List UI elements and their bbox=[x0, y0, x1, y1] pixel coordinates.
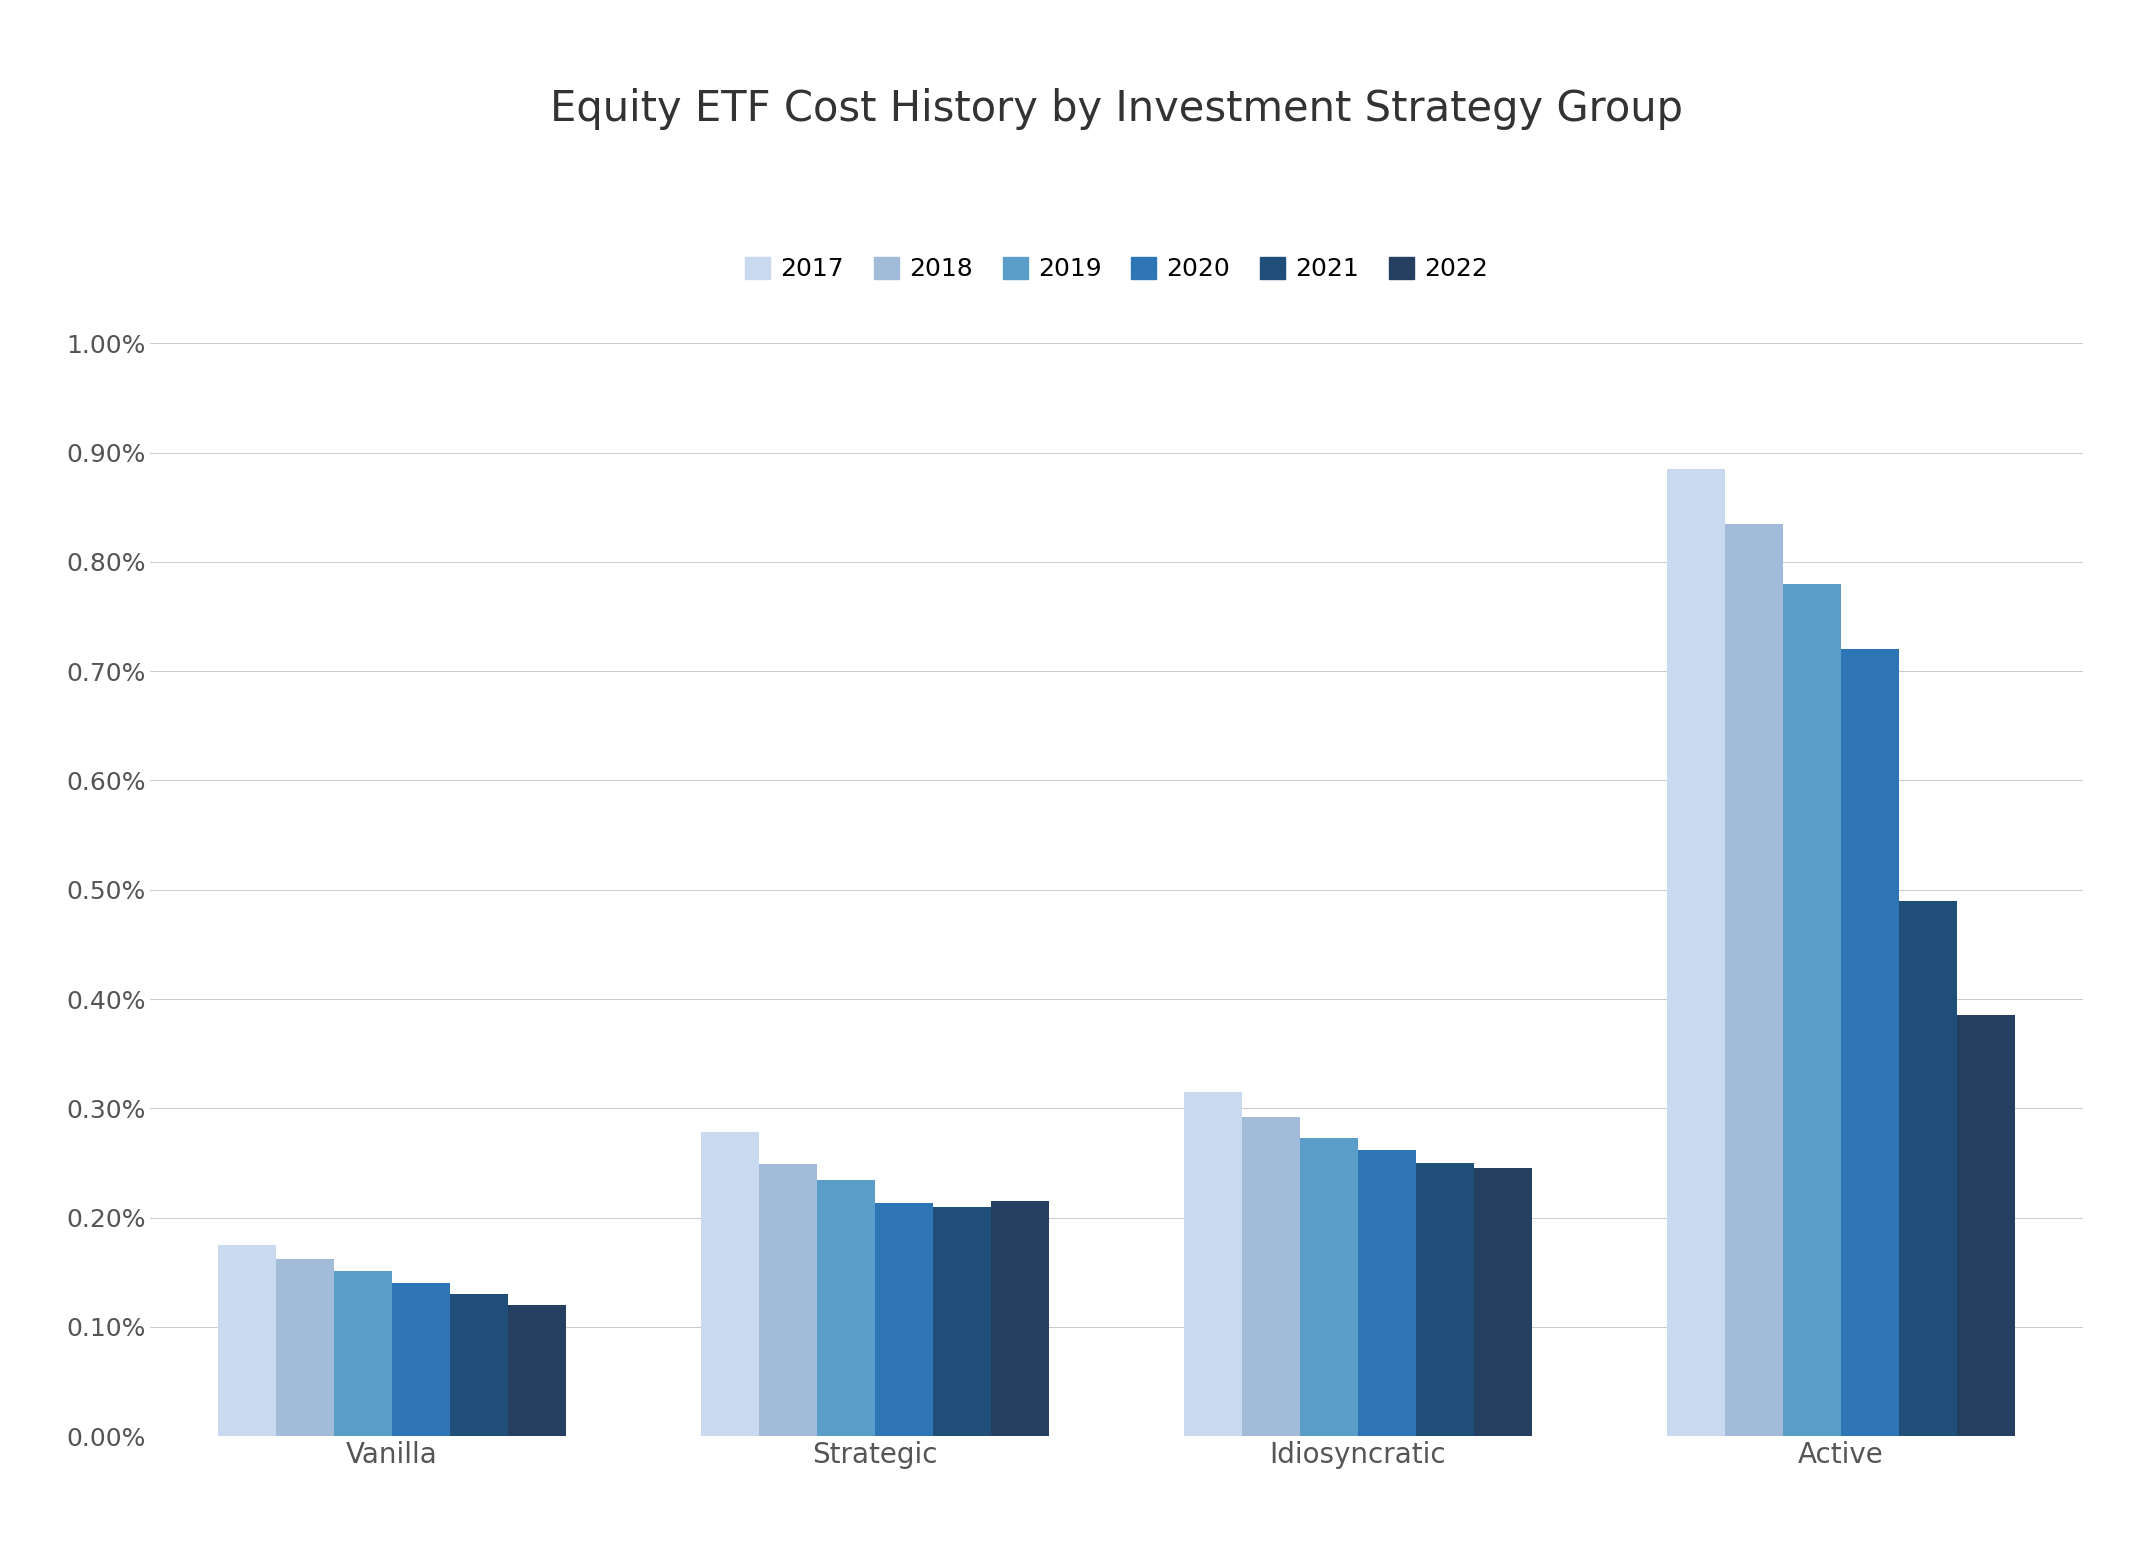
Bar bbox=[335, 1271, 393, 1436]
Bar bbox=[277, 1260, 335, 1436]
Bar bbox=[1359, 1150, 1417, 1436]
Bar bbox=[1185, 1093, 1241, 1436]
Bar bbox=[1241, 1118, 1301, 1436]
Bar bbox=[451, 1294, 509, 1436]
Bar bbox=[700, 1132, 760, 1436]
Bar bbox=[876, 1204, 934, 1436]
Bar bbox=[1958, 1015, 2016, 1436]
Bar bbox=[1417, 1163, 1475, 1436]
Text: Equity ETF Cost History by Investment Strategy Group: Equity ETF Cost History by Investment St… bbox=[550, 89, 1683, 130]
Bar bbox=[760, 1165, 818, 1436]
Bar bbox=[992, 1202, 1050, 1436]
Bar bbox=[1726, 523, 1784, 1436]
Bar bbox=[1301, 1138, 1359, 1436]
Bar bbox=[1900, 901, 1958, 1436]
Bar bbox=[1473, 1168, 1533, 1436]
Bar bbox=[932, 1207, 990, 1436]
Bar bbox=[1668, 468, 1726, 1436]
Legend: 2017, 2018, 2019, 2020, 2021, 2022: 2017, 2018, 2019, 2020, 2021, 2022 bbox=[734, 247, 1499, 292]
Bar bbox=[393, 1283, 451, 1436]
Bar bbox=[219, 1246, 277, 1436]
Bar bbox=[509, 1305, 567, 1436]
Bar bbox=[818, 1180, 876, 1436]
Bar bbox=[1784, 584, 1842, 1436]
Bar bbox=[1842, 649, 1900, 1436]
